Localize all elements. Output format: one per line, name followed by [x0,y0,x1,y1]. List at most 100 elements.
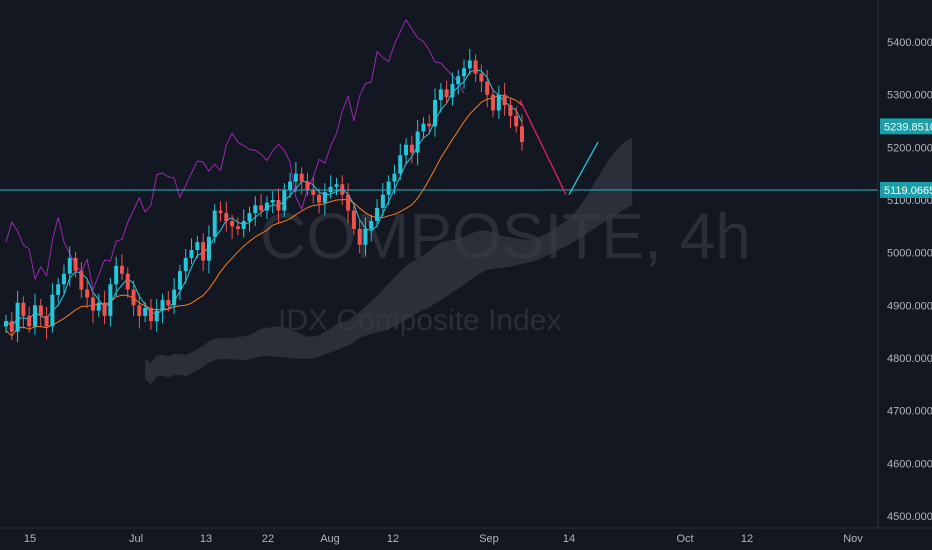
time-tick-label: Nov [843,533,863,545]
candle-body [189,250,194,258]
candle-body [305,181,310,190]
candle-body [363,228,368,245]
time-tick-label: 12 [741,533,753,545]
candle-body [375,207,380,222]
candle-body [224,213,229,222]
price-tick-label: 4500.0000 [887,511,932,523]
candle-body [172,289,177,306]
candle-body [27,315,32,327]
candle-body [235,226,240,229]
candle-body [491,94,496,111]
candle-body [67,257,72,274]
candle-body [183,257,188,272]
candle-body [108,284,113,316]
candle-body [148,307,153,322]
price-tick-label: 4700.0000 [887,406,932,418]
price-tag-label: 5239.8510 [884,121,932,133]
price-tag [880,118,932,135]
candle-body [247,213,252,222]
candle-body [79,271,84,290]
candle-body [218,210,223,214]
price-tick-label: 5100.0000 [887,195,932,207]
candle-body [508,105,513,116]
candle-body [259,205,264,211]
price-tick-label: 4600.0000 [887,458,932,470]
candle-body [56,284,61,295]
candle-body [212,210,217,237]
candle-body [9,321,14,332]
candle-body [230,221,235,227]
candle-body [201,242,206,261]
candle-body [264,202,269,211]
candle-body [21,302,26,316]
candle-body [206,236,211,261]
candle-body [462,68,467,77]
price-axis[interactable]: 5400.0000 5300.0000 5200.0000 5100.0000 5000… [877,0,932,528]
price-tick-label: 5400.0000 [887,37,932,49]
ichimoku-cloud [145,137,633,385]
candle-body [380,194,385,208]
candle-body [38,305,43,316]
projection-line[interactable] [568,141,599,196]
time-tick-label: 12 [387,533,399,545]
candle-body [143,307,148,316]
candle-body [299,173,304,182]
price-tick-label: 4900.0000 [887,300,932,312]
candle-body [166,300,171,306]
candle-body [160,300,165,311]
candle-body [514,115,519,127]
candle-body [438,89,443,100]
watermark: COMPOSITE, 4h IDX Composite Index [260,200,751,337]
candle-body [502,94,507,106]
candle-body [421,123,426,132]
candle-body [114,265,119,285]
time-tick-label: 14 [563,533,575,545]
candle-body [293,173,298,182]
candle-body [346,194,351,211]
candle-body [4,321,8,327]
price-tag-label: 5119.0665 [884,185,932,197]
candle-body [96,302,101,311]
candle-body [311,189,316,195]
projection-line[interactable] [519,99,567,196]
candle-body [317,194,322,203]
candle-body [334,184,339,187]
candle-body [467,60,472,69]
candle-body [404,144,409,156]
time-tick-label: 13 [200,533,212,545]
candle-body [195,242,200,251]
candle-body [386,181,391,195]
time-tick-label: Aug [320,533,340,545]
candle-body [479,73,484,82]
candle-body [119,265,124,274]
candle-body [282,189,287,211]
candle-body [433,99,438,127]
candle-body [61,273,66,285]
candle-body [473,60,478,74]
time-tick-label: Sep [479,533,499,545]
candle-body [73,257,78,272]
candle-body [444,89,449,98]
candle-body [177,271,182,290]
candle-body [496,94,501,111]
time-tick-label: 15 [24,533,36,545]
price-tick-label: 4800.0000 [887,353,932,365]
time-axis[interactable]: 15 Jul 13 22 Aug 12 Sep 14 Oct 12 Nov [0,527,932,545]
candle-body [357,228,362,245]
candle-body [398,155,403,174]
time-tick-label: Oct [676,533,693,545]
candle-body [270,200,275,203]
candle-body [450,84,455,98]
candle-body [322,192,327,203]
drawings[interactable] [0,99,878,196]
price-tick-label: 5200.0000 [887,142,932,154]
candle-body [15,302,20,332]
candle-body [131,289,136,306]
candle-body [253,205,258,214]
candle-body [102,302,107,316]
cloud-area [145,137,633,385]
candle-body [154,310,159,322]
candles [4,48,524,343]
